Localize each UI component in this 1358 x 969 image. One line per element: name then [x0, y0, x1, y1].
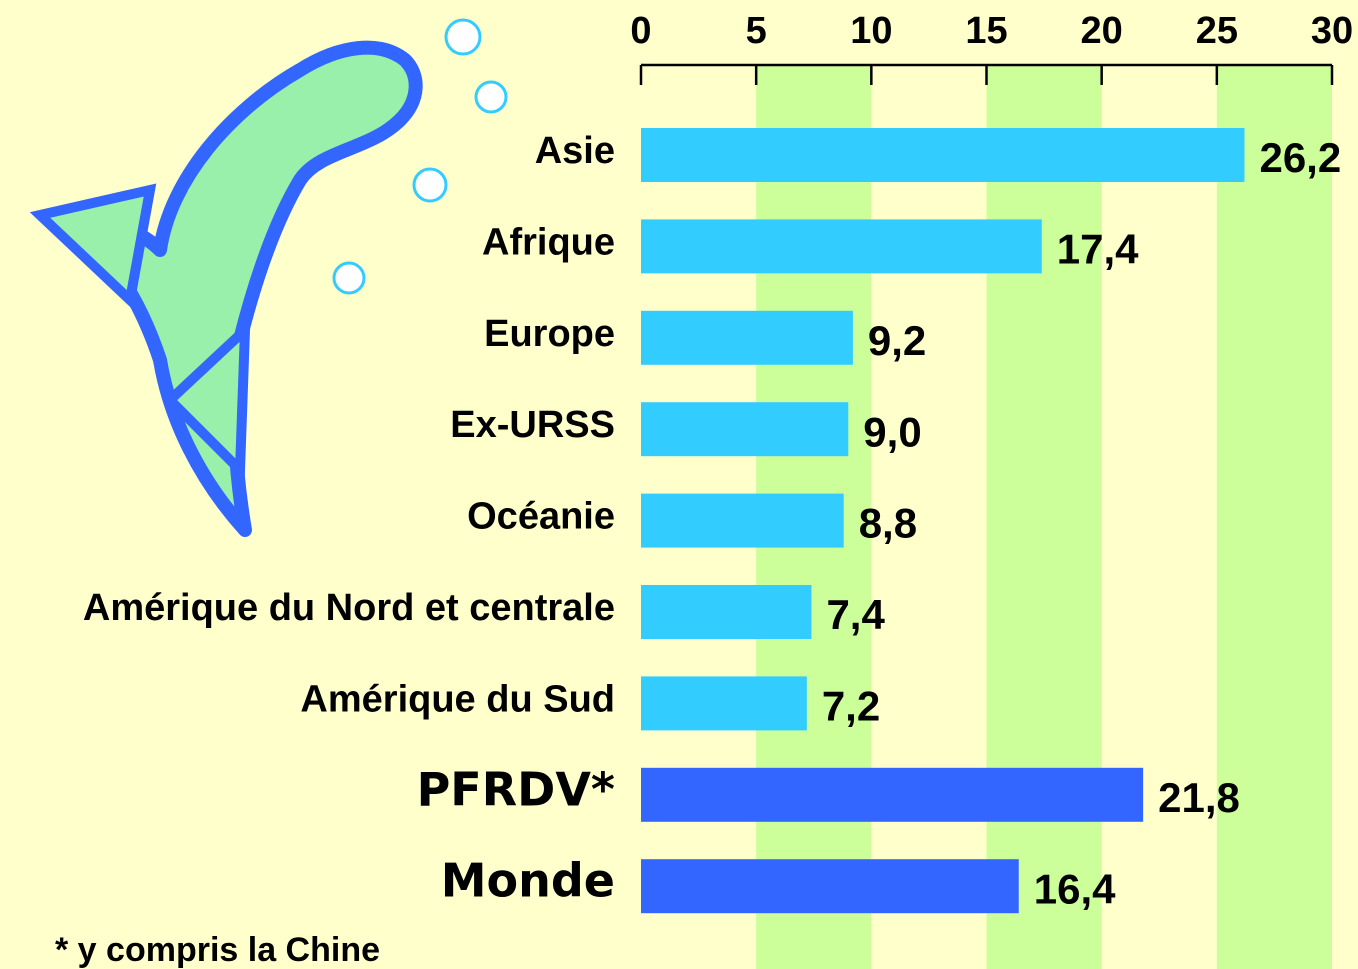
bubble: [414, 169, 446, 201]
y-tick-label: Ex-URSS: [450, 404, 615, 446]
x-tick-label: 30: [1311, 10, 1353, 52]
x-tick-label: 15: [965, 10, 1007, 52]
fish-illustration: [40, 20, 506, 530]
bar: [641, 859, 1019, 913]
y-tick-label: PFRDV*: [417, 762, 615, 816]
bar: [641, 219, 1042, 273]
grid-band: [1217, 65, 1332, 969]
value-label: 17,4: [1057, 225, 1139, 272]
bar: [641, 585, 811, 639]
x-tick-label: 20: [1081, 10, 1123, 52]
value-label: 8,8: [859, 500, 917, 547]
bar: [641, 311, 853, 365]
y-tick-label: Monde: [441, 854, 615, 908]
bar: [641, 768, 1143, 822]
x-tick-label: 5: [746, 10, 767, 52]
chart: 0 5 10 15 20 25 30 26,2 Asie 17,4 Afrique 9,2 Europe…: [0, 0, 1358, 969]
grid-band: [987, 65, 1102, 969]
y-tick-label: Océanie: [467, 496, 615, 538]
value-label: 9,0: [863, 408, 921, 455]
value-label: 9,2: [868, 317, 926, 364]
y-tick-label: Asie: [535, 130, 615, 172]
bar: [641, 494, 844, 548]
bubble: [446, 20, 480, 54]
value-label: 7,2: [822, 682, 880, 729]
x-tick-label: 10: [850, 10, 892, 52]
value-label: 16,4: [1034, 865, 1116, 912]
value-label: 7,4: [826, 591, 885, 638]
value-label: 26,2: [1259, 134, 1341, 181]
bar: [641, 402, 848, 456]
fish-tail: [40, 190, 150, 300]
bubble: [334, 263, 364, 293]
value-label: 21,8: [1158, 774, 1240, 821]
y-tick-label: Europe: [484, 313, 615, 355]
bar: [641, 676, 807, 730]
x-tick-label: 0: [630, 10, 651, 52]
footnote: * y compris la Chine: [55, 931, 380, 969]
bubble: [476, 82, 506, 112]
y-tick-label: Amérique du Nord et centrale: [83, 587, 615, 629]
x-tick-label: 25: [1196, 10, 1238, 52]
y-tick-label: Afrique: [482, 221, 615, 263]
y-tick-label: Amérique du Sud: [300, 678, 615, 720]
page: {"chart_data": { "type": "bar", "orienta…: [0, 0, 1358, 969]
bar: [641, 128, 1244, 182]
